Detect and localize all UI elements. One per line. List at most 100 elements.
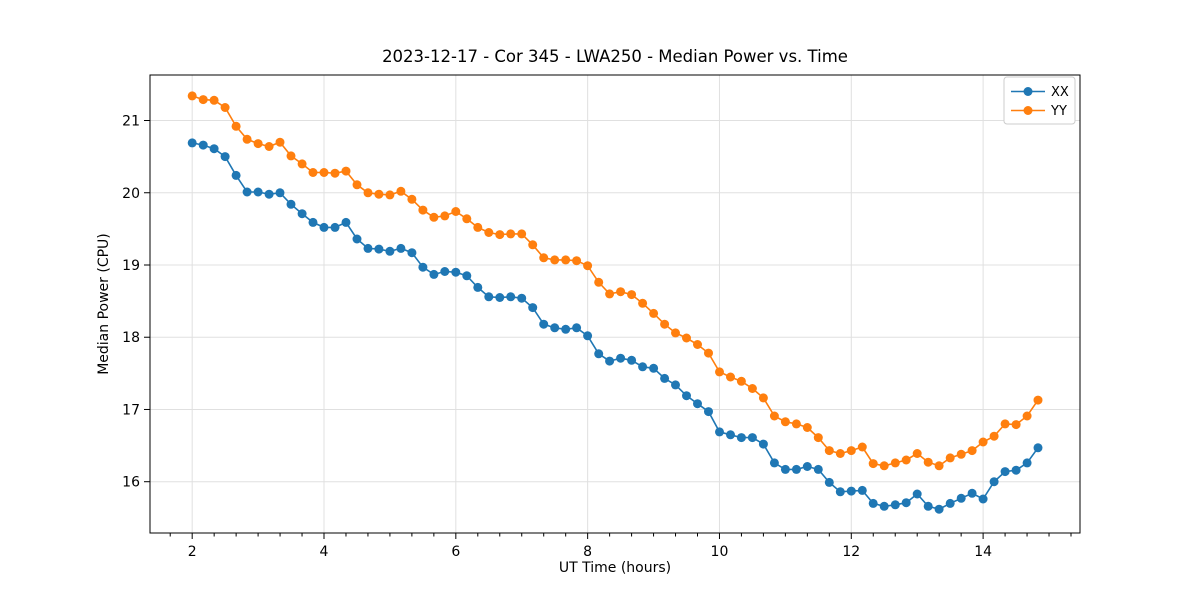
plot-area xyxy=(150,75,1080,533)
data-point xyxy=(693,399,702,409)
data-point xyxy=(550,323,560,333)
data-point xyxy=(209,95,219,105)
data-point xyxy=(330,168,340,178)
data-point xyxy=(1022,458,1032,468)
x-tick-label: 2 xyxy=(188,544,197,560)
data-point xyxy=(769,411,779,421)
data-point xyxy=(660,319,670,329)
data-point xyxy=(780,464,790,474)
data-point xyxy=(550,255,560,265)
y-axis xyxy=(144,120,150,483)
legend-sample-marker xyxy=(1023,106,1033,115)
data-point xyxy=(846,446,856,456)
data-point xyxy=(407,194,417,204)
data-point xyxy=(352,234,362,244)
data-point xyxy=(451,207,461,216)
data-point xyxy=(440,267,450,276)
data-point xyxy=(791,464,801,474)
data-point xyxy=(539,319,549,329)
y-axis-label: Median Power (CPU) xyxy=(96,233,112,375)
data-point xyxy=(846,486,856,496)
data-point xyxy=(187,91,197,101)
x-tick-label: 8 xyxy=(583,544,592,560)
y-tick-label: 17 xyxy=(122,402,140,418)
data-point xyxy=(967,488,977,498)
data-point xyxy=(1011,465,1021,475)
data-point xyxy=(484,228,494,237)
data-point xyxy=(363,188,373,198)
data-point xyxy=(813,464,823,474)
data-point xyxy=(726,430,735,440)
data-point xyxy=(671,328,680,338)
data-point xyxy=(627,355,637,365)
data-point xyxy=(747,433,757,443)
data-point xyxy=(879,461,889,471)
y-tick-label: 18 xyxy=(122,330,140,346)
data-point xyxy=(451,267,461,277)
y-tick-label: 19 xyxy=(122,258,140,274)
data-point xyxy=(242,187,252,197)
data-point xyxy=(682,333,691,343)
data-point xyxy=(528,240,538,250)
x-tick-label: 14 xyxy=(974,544,992,560)
data-point xyxy=(978,494,988,504)
y-tick-label: 21 xyxy=(122,114,140,130)
data-point xyxy=(517,293,527,303)
data-point xyxy=(396,243,406,253)
data-point xyxy=(956,449,966,459)
data-point xyxy=(341,166,351,176)
data-point xyxy=(660,373,670,383)
data-point xyxy=(407,248,417,258)
data-point xyxy=(506,292,516,302)
data-point xyxy=(780,417,790,427)
data-point xyxy=(967,446,977,456)
data-point xyxy=(341,217,351,227)
y-tick-label: 20 xyxy=(122,186,140,202)
data-point xyxy=(704,348,713,358)
data-point xyxy=(824,477,834,487)
data-point xyxy=(1033,395,1043,405)
data-point xyxy=(649,363,659,373)
data-point xyxy=(1033,443,1043,453)
data-point xyxy=(945,498,955,508)
data-point xyxy=(594,349,604,359)
data-point xyxy=(747,384,757,393)
y-tick-label: 16 xyxy=(122,475,140,491)
data-point xyxy=(253,187,263,197)
data-point xyxy=(561,255,571,265)
data-point xyxy=(791,419,801,429)
data-point xyxy=(209,144,219,154)
data-point xyxy=(627,290,637,300)
data-point xyxy=(616,287,626,297)
data-point xyxy=(736,433,746,443)
data-point xyxy=(440,211,450,221)
data-point xyxy=(308,168,318,177)
data-point xyxy=(835,449,845,458)
data-point xyxy=(561,324,571,334)
data-point xyxy=(890,500,900,510)
data-point xyxy=(275,137,285,147)
data-point xyxy=(1011,420,1021,430)
data-point xyxy=(879,501,889,511)
data-point xyxy=(297,209,307,219)
data-point xyxy=(1000,467,1010,477)
data-point xyxy=(857,442,867,452)
legend: XX YY xyxy=(1003,76,1076,125)
data-point xyxy=(363,243,373,253)
x-tick-label: 12 xyxy=(842,544,860,560)
data-point xyxy=(539,253,549,263)
data-point xyxy=(462,214,472,224)
grid xyxy=(150,75,1080,533)
data-point xyxy=(989,477,999,487)
data-point xyxy=(429,212,439,222)
data-point xyxy=(715,367,724,377)
data-point xyxy=(187,138,197,148)
data-point xyxy=(528,303,538,313)
data-point xyxy=(374,244,384,254)
legend-sample-marker xyxy=(1023,87,1033,96)
data-point xyxy=(868,498,878,508)
x-axis xyxy=(169,533,1072,539)
chart-title: 2023-12-17 - Cor 345 - LWA250 - Median P… xyxy=(382,47,848,66)
